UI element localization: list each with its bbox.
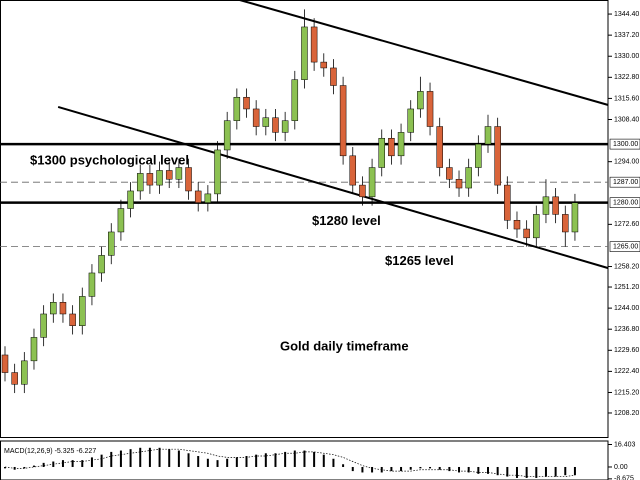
y-tick-label: 1208.20	[614, 410, 639, 417]
level-label-box	[609, 138, 640, 150]
candle-body	[446, 167, 453, 180]
candle-body	[368, 167, 376, 198]
candle-body	[388, 137, 395, 157]
candle-body	[194, 190, 202, 203]
y-tick-label: 1344.40	[614, 11, 639, 18]
candle-body	[21, 360, 28, 385]
y-tick-label: 1322.80	[614, 74, 639, 81]
candle-body	[127, 190, 134, 209]
candle-body	[59, 302, 67, 315]
y-tick-label: 1294.00	[614, 159, 639, 166]
candle-body	[571, 202, 579, 233]
y-tick-label: 0.00	[614, 464, 628, 471]
candle-body	[407, 108, 414, 133]
y-tick-label: 1315.60	[614, 95, 639, 102]
level-label-box	[609, 176, 640, 188]
candle-body	[484, 126, 492, 145]
level-label-box	[609, 197, 640, 208]
candle-body	[175, 167, 183, 180]
y-tick-label: 1251.20	[614, 284, 639, 291]
candle-body	[69, 313, 76, 326]
y-tick-label: 1229.60	[614, 347, 639, 354]
price-frame	[0, 0, 609, 438]
candle-body	[455, 178, 463, 189]
candle-body	[533, 214, 540, 239]
candle-body	[301, 26, 308, 80]
candle-body	[513, 220, 521, 230]
candle-body	[523, 228, 530, 239]
candle-body	[214, 149, 221, 195]
candle-body	[223, 120, 231, 151]
candle-body	[465, 167, 472, 189]
candle-body	[185, 167, 192, 192]
candle-body	[1, 354, 9, 373]
candle-body	[204, 193, 212, 203]
candle-body	[165, 170, 173, 180]
candle-body	[426, 91, 434, 127]
candle-body	[330, 67, 337, 86]
candle-body	[108, 231, 115, 256]
candle-body	[281, 120, 289, 133]
y-tick-label: 1215.20	[614, 389, 639, 396]
y-tick-label: 1222.40	[614, 368, 639, 375]
y-tick-label: 16.403	[614, 441, 636, 448]
signal-line	[4, 448, 575, 477]
candle-body	[156, 170, 163, 186]
y-tick-label: 1330.00	[614, 53, 639, 60]
level-annotation: $1265 level	[385, 253, 454, 268]
candle-body	[562, 214, 569, 233]
candle-body	[552, 196, 559, 215]
candle-body	[542, 196, 550, 215]
candle-body	[117, 208, 125, 233]
candle-body	[339, 85, 347, 157]
candle-body	[359, 184, 366, 198]
y-tick-label: 1244.00	[614, 305, 639, 312]
y-tick-label: 1308.40	[614, 116, 639, 123]
candle-body	[436, 126, 443, 168]
y-tick-label: -8.675	[614, 476, 634, 480]
candle-body	[310, 26, 318, 63]
annotation: Gold daily timeframe	[280, 338, 409, 353]
y-tick-label: 1272.60	[614, 221, 639, 228]
candle-body	[30, 337, 38, 362]
level-label: 1300.00	[613, 141, 638, 148]
candle-body	[494, 126, 501, 186]
trendline	[239, 0, 609, 106]
y-tick-label: 1337.20	[614, 32, 639, 39]
candle-body	[504, 184, 511, 221]
candle-body	[50, 302, 57, 315]
candle-body	[88, 272, 96, 297]
candle-body	[79, 296, 86, 326]
candle-body	[146, 173, 154, 186]
candle-body	[252, 108, 260, 127]
level-annotation: $1300 psychological level	[30, 153, 189, 168]
candle-body	[11, 372, 18, 385]
candle-body	[349, 155, 357, 186]
candle-body	[272, 117, 279, 133]
candle-body	[378, 137, 385, 168]
level-label: 1265.00	[613, 243, 638, 250]
candle-body	[40, 313, 47, 338]
y-tick-label: 1236.80	[614, 326, 639, 333]
candle-body	[291, 79, 299, 121]
level-label: 1280.00	[613, 200, 638, 207]
trendline	[57, 105, 609, 269]
candle-body	[417, 91, 424, 110]
candle-body	[233, 96, 241, 121]
macd-frame	[0, 440, 609, 480]
candle-body	[243, 96, 250, 110]
level-annotation: $1280 level	[312, 213, 381, 228]
candle-body	[98, 255, 105, 274]
candle-body	[475, 143, 482, 168]
candle-body	[136, 173, 144, 192]
level-label: 1287.00	[613, 179, 638, 186]
candle-body	[320, 61, 328, 69]
y-tick-label: 1258.20	[614, 263, 639, 270]
macd-title: MACD(12,26,9) -5.325 -6.227	[4, 448, 96, 455]
candle-body	[397, 132, 405, 157]
candle-body	[262, 117, 270, 127]
level-label-box	[609, 241, 640, 252]
